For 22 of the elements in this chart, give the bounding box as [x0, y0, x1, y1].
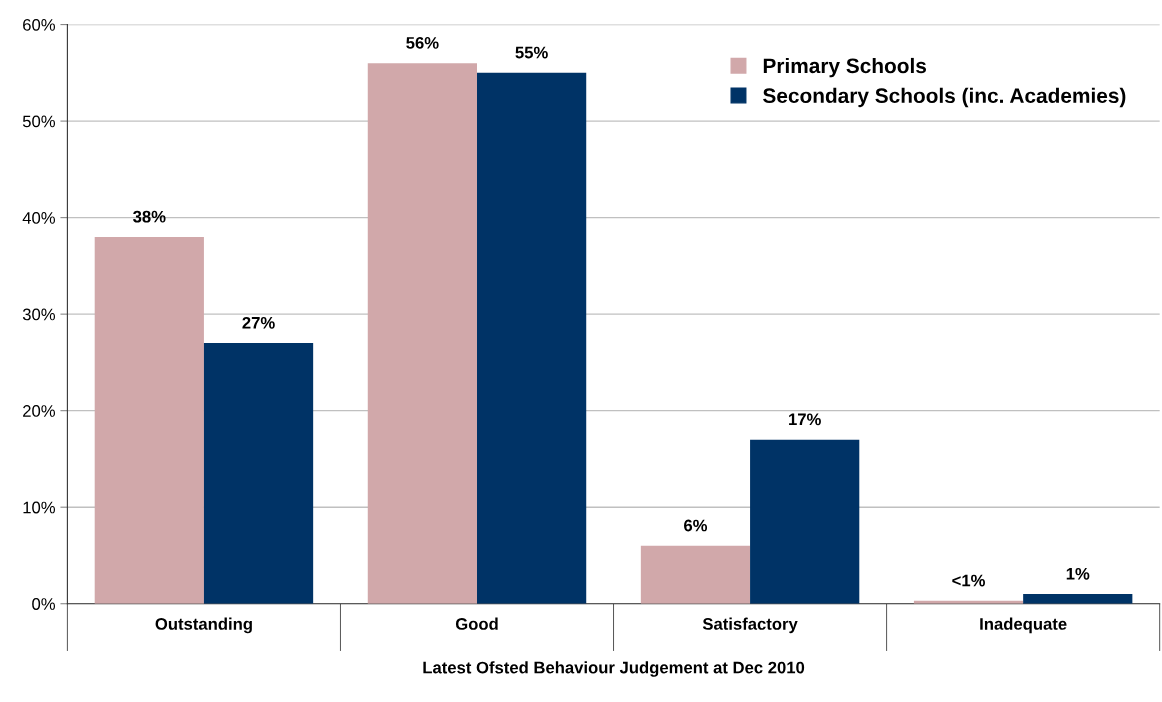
legend-label: Primary Schools [763, 57, 927, 78]
x-tick-label: Good [455, 617, 498, 630]
y-tick-label: 10% [23, 501, 55, 514]
data-label: 17% [789, 413, 821, 426]
x-axis-title: Latest Ofsted Behaviour Judgement at Dec 2010 [423, 661, 805, 677]
y-tick-label: 20% [23, 405, 55, 417]
x-tick-label: Satisfactory [702, 617, 798, 634]
data-label: 38% [133, 210, 166, 223]
data-label: 27% [242, 316, 275, 329]
data-label: 1% [1066, 567, 1090, 580]
y-tick-label: 50% [22, 115, 55, 128]
y-tick-label: 0% [32, 598, 55, 610]
y-tick-label: 60% [23, 18, 55, 31]
data-label: 6% [684, 519, 708, 532]
x-tick-label: Inadequate [980, 617, 1067, 634]
y-tick-label: 40% [22, 212, 55, 224]
data-label: <1% [952, 574, 985, 587]
y-tick-label: 30% [22, 308, 55, 321]
legend-label: Secondary Schools (inc. Academies) [763, 87, 1126, 108]
data-label: 56% [406, 36, 439, 49]
x-tick-label: Outstanding [155, 617, 252, 634]
data-label: 55% [515, 46, 548, 59]
